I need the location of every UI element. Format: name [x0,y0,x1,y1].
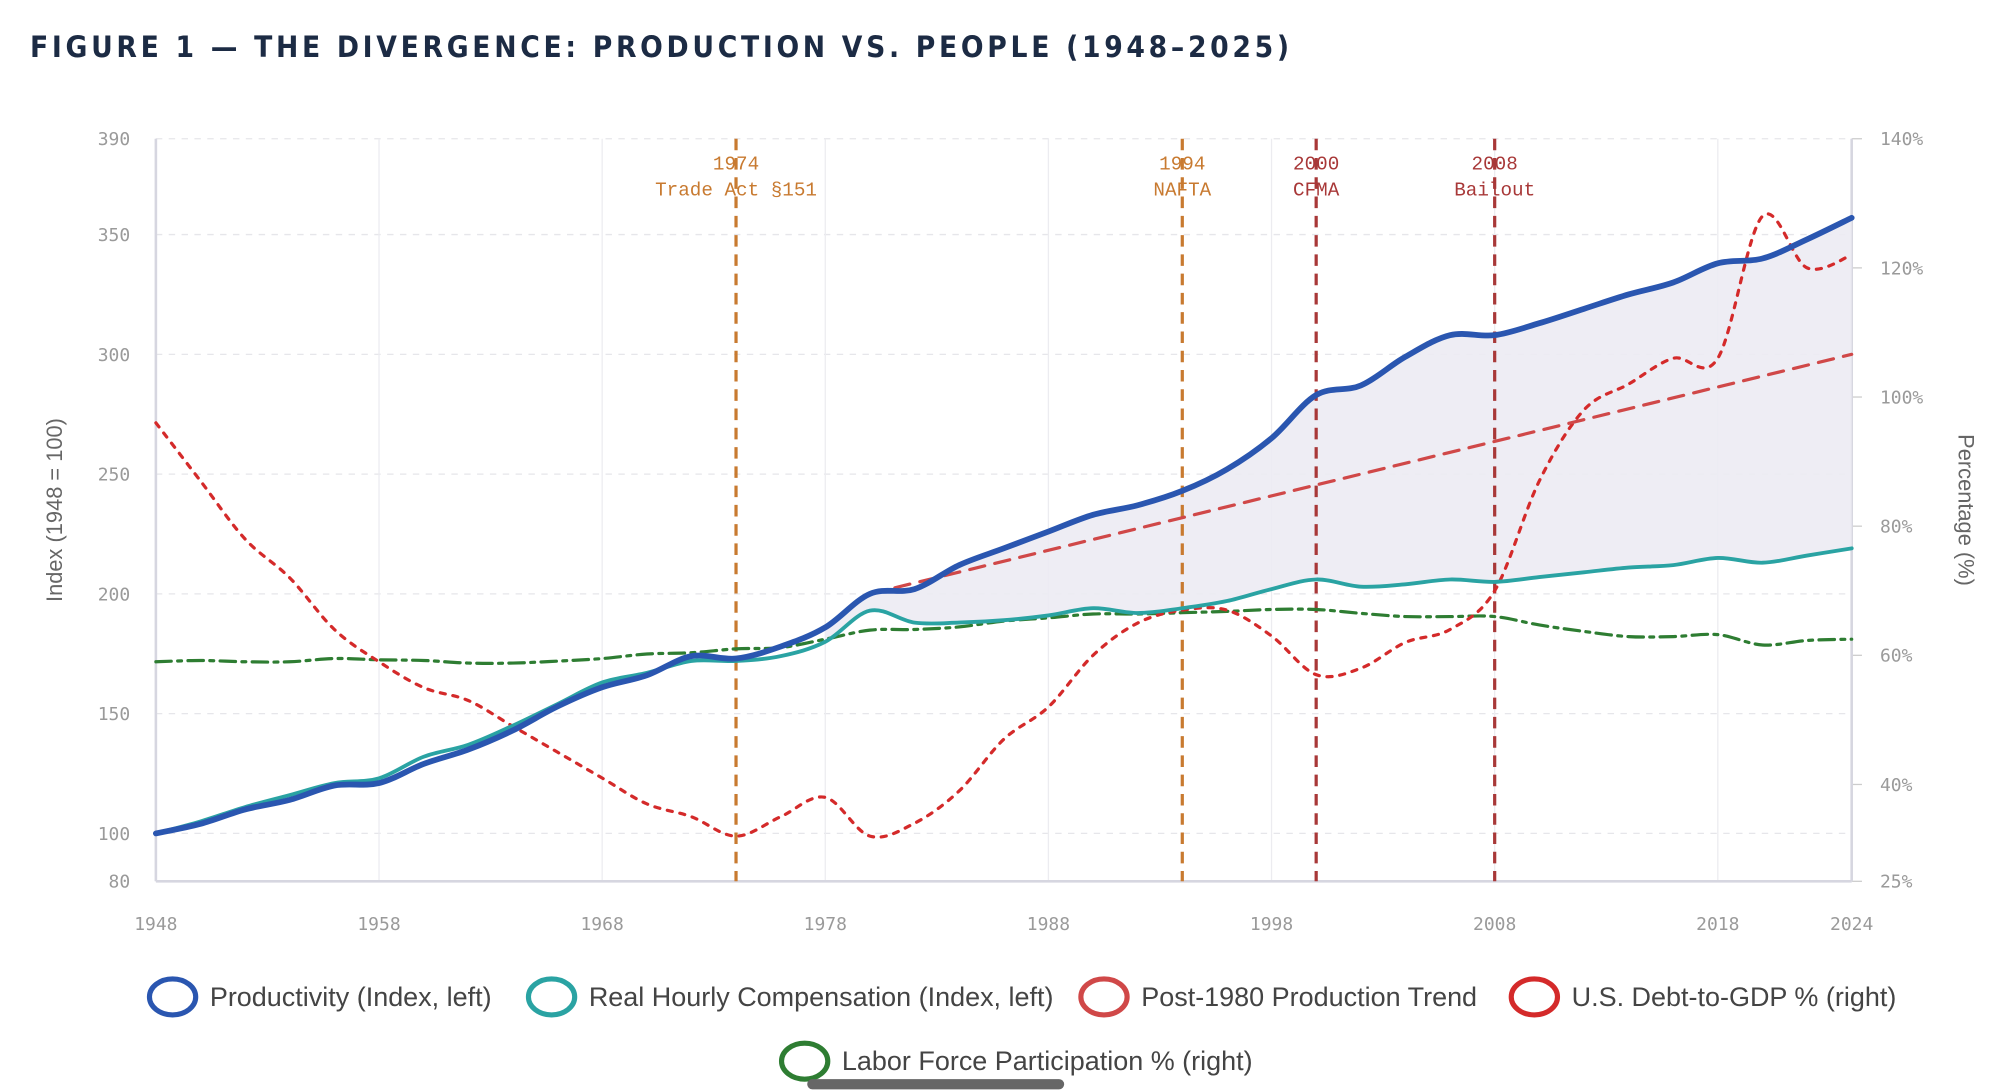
y-tick-label: 150 [98,704,130,725]
series-line [154,212,1854,839]
series-line [868,352,1854,596]
legend-marker [1078,976,1130,1018]
y-tick-label: 250 [98,465,130,486]
y2-tick-label: 60% [1880,646,1913,667]
legend-marker [778,1040,831,1082]
y2-axis-label: Percentage (%) [1953,434,1978,586]
x-tick-label: 2018 [1696,914,1739,935]
x-tick-label: 1988 [1027,914,1070,935]
x-tick-label: 2008 [1473,914,1516,935]
y-tick-label: 390 [98,129,130,150]
series-line [152,214,1855,837]
y2-tick-label: 100% [1880,387,1923,408]
event-year-label: 1994 [1159,154,1205,176]
y2-tick-label: 40% [1880,775,1913,796]
legend-marker [525,976,578,1018]
y2-tick-label: 80% [1880,517,1913,538]
y-tick-label: 300 [98,345,130,366]
event-year-label: 2008 [1472,154,1518,176]
legend-label: U.S. Debt-to-GDP % (right) [1572,982,1897,1012]
series-line [153,546,1854,836]
event-name-label: CFMA [1293,179,1340,201]
y-tick-label: 200 [98,584,130,605]
x-tick-label: 1958 [357,914,400,935]
event-name-label: Trade Act §151 [655,179,817,201]
y-axis-label: Index (1948 = 100) [42,418,67,602]
legend-label: Labor Force Participation % (right) [842,1046,1253,1076]
y-tick-label: 80 [109,872,131,893]
y2-tick-label: 140% [1880,129,1923,150]
event-name-label: Bailout [1454,179,1535,201]
x-tick-label: 2024 [1830,914,1873,935]
x-tick-label: 1978 [804,914,847,935]
x-tick-label: 1998 [1250,914,1293,935]
legend-label: Post-1980 Production Trend [1141,982,1477,1012]
event-year-label: 1974 [713,154,759,176]
legend-label: Productivity (Index, left) [210,982,492,1012]
legend-label: Real Hourly Compensation (Index, left) [589,982,1054,1012]
y-tick-label: 350 [98,225,130,246]
legend-marker [146,976,199,1018]
event-year-label: 2000 [1293,154,1339,176]
y2-tick-label: 120% [1880,258,1923,279]
legend-marker [1508,976,1561,1018]
event-name-label: NAFTA [1153,179,1211,201]
scrollbar-thumb[interactable] [807,1079,1065,1090]
x-tick-label: 1948 [134,914,177,935]
y-tick-label: 100 [98,824,130,845]
x-tick-label: 1968 [581,914,624,935]
y2-tick-label: 25% [1880,872,1913,893]
chart-title: FIGURE 1 — THE DIVERGENCE: PRODUCTION VS… [30,30,1293,64]
divergence-gap-fill [825,217,1852,642]
